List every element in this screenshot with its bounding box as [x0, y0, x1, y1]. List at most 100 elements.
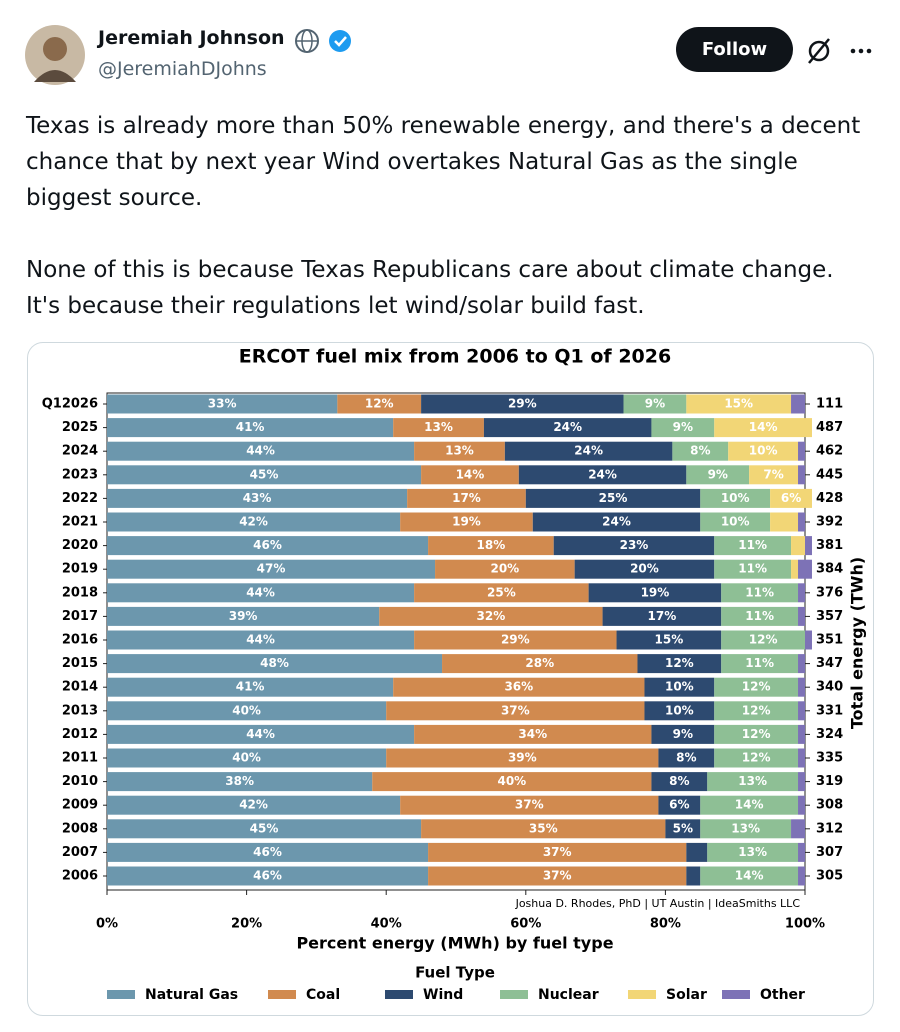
- legend-swatch: [500, 990, 528, 999]
- value-label: 37%: [543, 845, 572, 859]
- bar-segment: [504, 441, 673, 461]
- value-label: 37%: [515, 798, 544, 812]
- value-label: 24%: [574, 444, 603, 458]
- avatar[interactable]: [24, 24, 86, 86]
- bar-segment: [707, 842, 799, 862]
- value-label: 15%: [724, 397, 753, 411]
- bar-segment: [337, 394, 422, 414]
- bar-segment: [107, 772, 373, 792]
- bar-segment: [428, 866, 687, 886]
- bar-segment: [616, 630, 722, 650]
- value-label: 17%: [648, 609, 677, 623]
- value-label: 13%: [424, 420, 453, 434]
- bar-segment: [672, 441, 729, 461]
- y-tick-label: 2017: [62, 609, 98, 624]
- bar-segment: [623, 394, 687, 414]
- bar-segment: [749, 465, 799, 485]
- bar-segment: [798, 441, 805, 461]
- bar-segment: [107, 842, 429, 862]
- value-label: 10%: [665, 703, 694, 717]
- bar-segment: [770, 512, 799, 532]
- icons[interactable]: [805, 36, 875, 66]
- legend-swatch: [385, 990, 413, 999]
- media-card[interactable]: [27, 342, 874, 1016]
- total-label: 357: [816, 609, 843, 624]
- x-tick-label: 100%: [785, 917, 825, 932]
- value-label: 6%: [669, 798, 689, 812]
- total-label: 487: [816, 420, 843, 435]
- value-label: 39%: [508, 751, 537, 765]
- legend-swatch: [107, 990, 135, 999]
- y-tick-label: 2011: [62, 751, 98, 766]
- bar-segment: [714, 677, 799, 697]
- value-label: 19%: [452, 515, 481, 529]
- value-label: 40%: [497, 774, 526, 788]
- value-label: 12%: [742, 751, 771, 765]
- y-tick-label: 2009: [62, 798, 98, 813]
- bar-segment: [798, 654, 805, 674]
- value-label: 32%: [477, 609, 506, 623]
- value-label: 13%: [738, 845, 767, 859]
- author-name[interactable]: Jeremiah Johnson: [98, 27, 285, 49]
- value-label: 41%: [236, 420, 265, 434]
- y-tick-label: 2021: [62, 515, 98, 530]
- value-label: 46%: [253, 869, 282, 883]
- value-label: 18%: [477, 538, 506, 552]
- bar-segment: [805, 630, 812, 650]
- bar-segment: [721, 654, 799, 674]
- bar-segment: [798, 842, 805, 862]
- total-label: 428: [816, 491, 843, 506]
- legend-label: Solar: [666, 987, 707, 1003]
- bar-segment: [107, 724, 415, 744]
- total-label: 319: [816, 774, 843, 789]
- legend-label: Wind: [423, 987, 463, 1003]
- value-label: 9%: [673, 727, 693, 741]
- y-tick-label: 2012: [62, 727, 98, 742]
- y-tick-label: 2007: [62, 845, 98, 860]
- value-label: 29%: [501, 633, 530, 647]
- bar-segment: [386, 701, 645, 721]
- legend-label: Natural Gas: [145, 987, 238, 1003]
- bar-segment: [700, 512, 771, 532]
- tweet-text: Texas is already more than 50% renewable…: [26, 108, 871, 360]
- bar-segment: [421, 819, 666, 839]
- value-label: 7%: [763, 467, 783, 481]
- value-label: 12%: [742, 703, 771, 717]
- bar-segment: [107, 559, 436, 579]
- bar-segment: [414, 583, 589, 603]
- value-label: 33%: [208, 397, 237, 411]
- value-label: 47%: [257, 562, 286, 576]
- bar-segment: [400, 795, 659, 815]
- chart-title: ERCOT fuel mix from 2006 to Q1 of 2026: [239, 346, 671, 368]
- value-label: 45%: [250, 821, 279, 835]
- total-label: 324: [816, 727, 843, 742]
- total-label: 307: [816, 845, 843, 860]
- legend-label: Nuclear: [538, 987, 599, 1003]
- legend-title: Fuel Type: [415, 964, 495, 982]
- tweet-paragraph: Texas is already more than 50% renewable…: [26, 113, 861, 211]
- value-label: 10%: [749, 444, 778, 458]
- follow-button[interactable]: Follow: [676, 27, 793, 72]
- bar-segment: [107, 536, 429, 556]
- value-label: 35%: [529, 821, 558, 835]
- author-handle[interactable]: @JeremiahDJohns: [98, 58, 267, 80]
- value-label: 29%: [508, 397, 537, 411]
- bar-segment: [588, 583, 722, 603]
- value-label: 10%: [721, 515, 750, 529]
- value-label: 38%: [225, 774, 254, 788]
- bar-segment: [714, 748, 799, 768]
- bar-segment: [658, 748, 715, 768]
- bar-segment: [393, 418, 484, 438]
- bar-segment: [400, 512, 533, 532]
- bar-segment: [798, 606, 805, 626]
- bar-segment: [428, 842, 687, 862]
- bar-segment: [714, 418, 812, 438]
- bar-segment: [665, 819, 701, 839]
- bar-segment: [532, 512, 701, 532]
- bar-segment: [686, 394, 792, 414]
- bar-segment: [637, 654, 722, 674]
- value-label: 37%: [501, 703, 530, 717]
- bar-segment: [107, 465, 422, 485]
- legend-label: Other: [760, 987, 805, 1003]
- bar-segment: [644, 677, 715, 697]
